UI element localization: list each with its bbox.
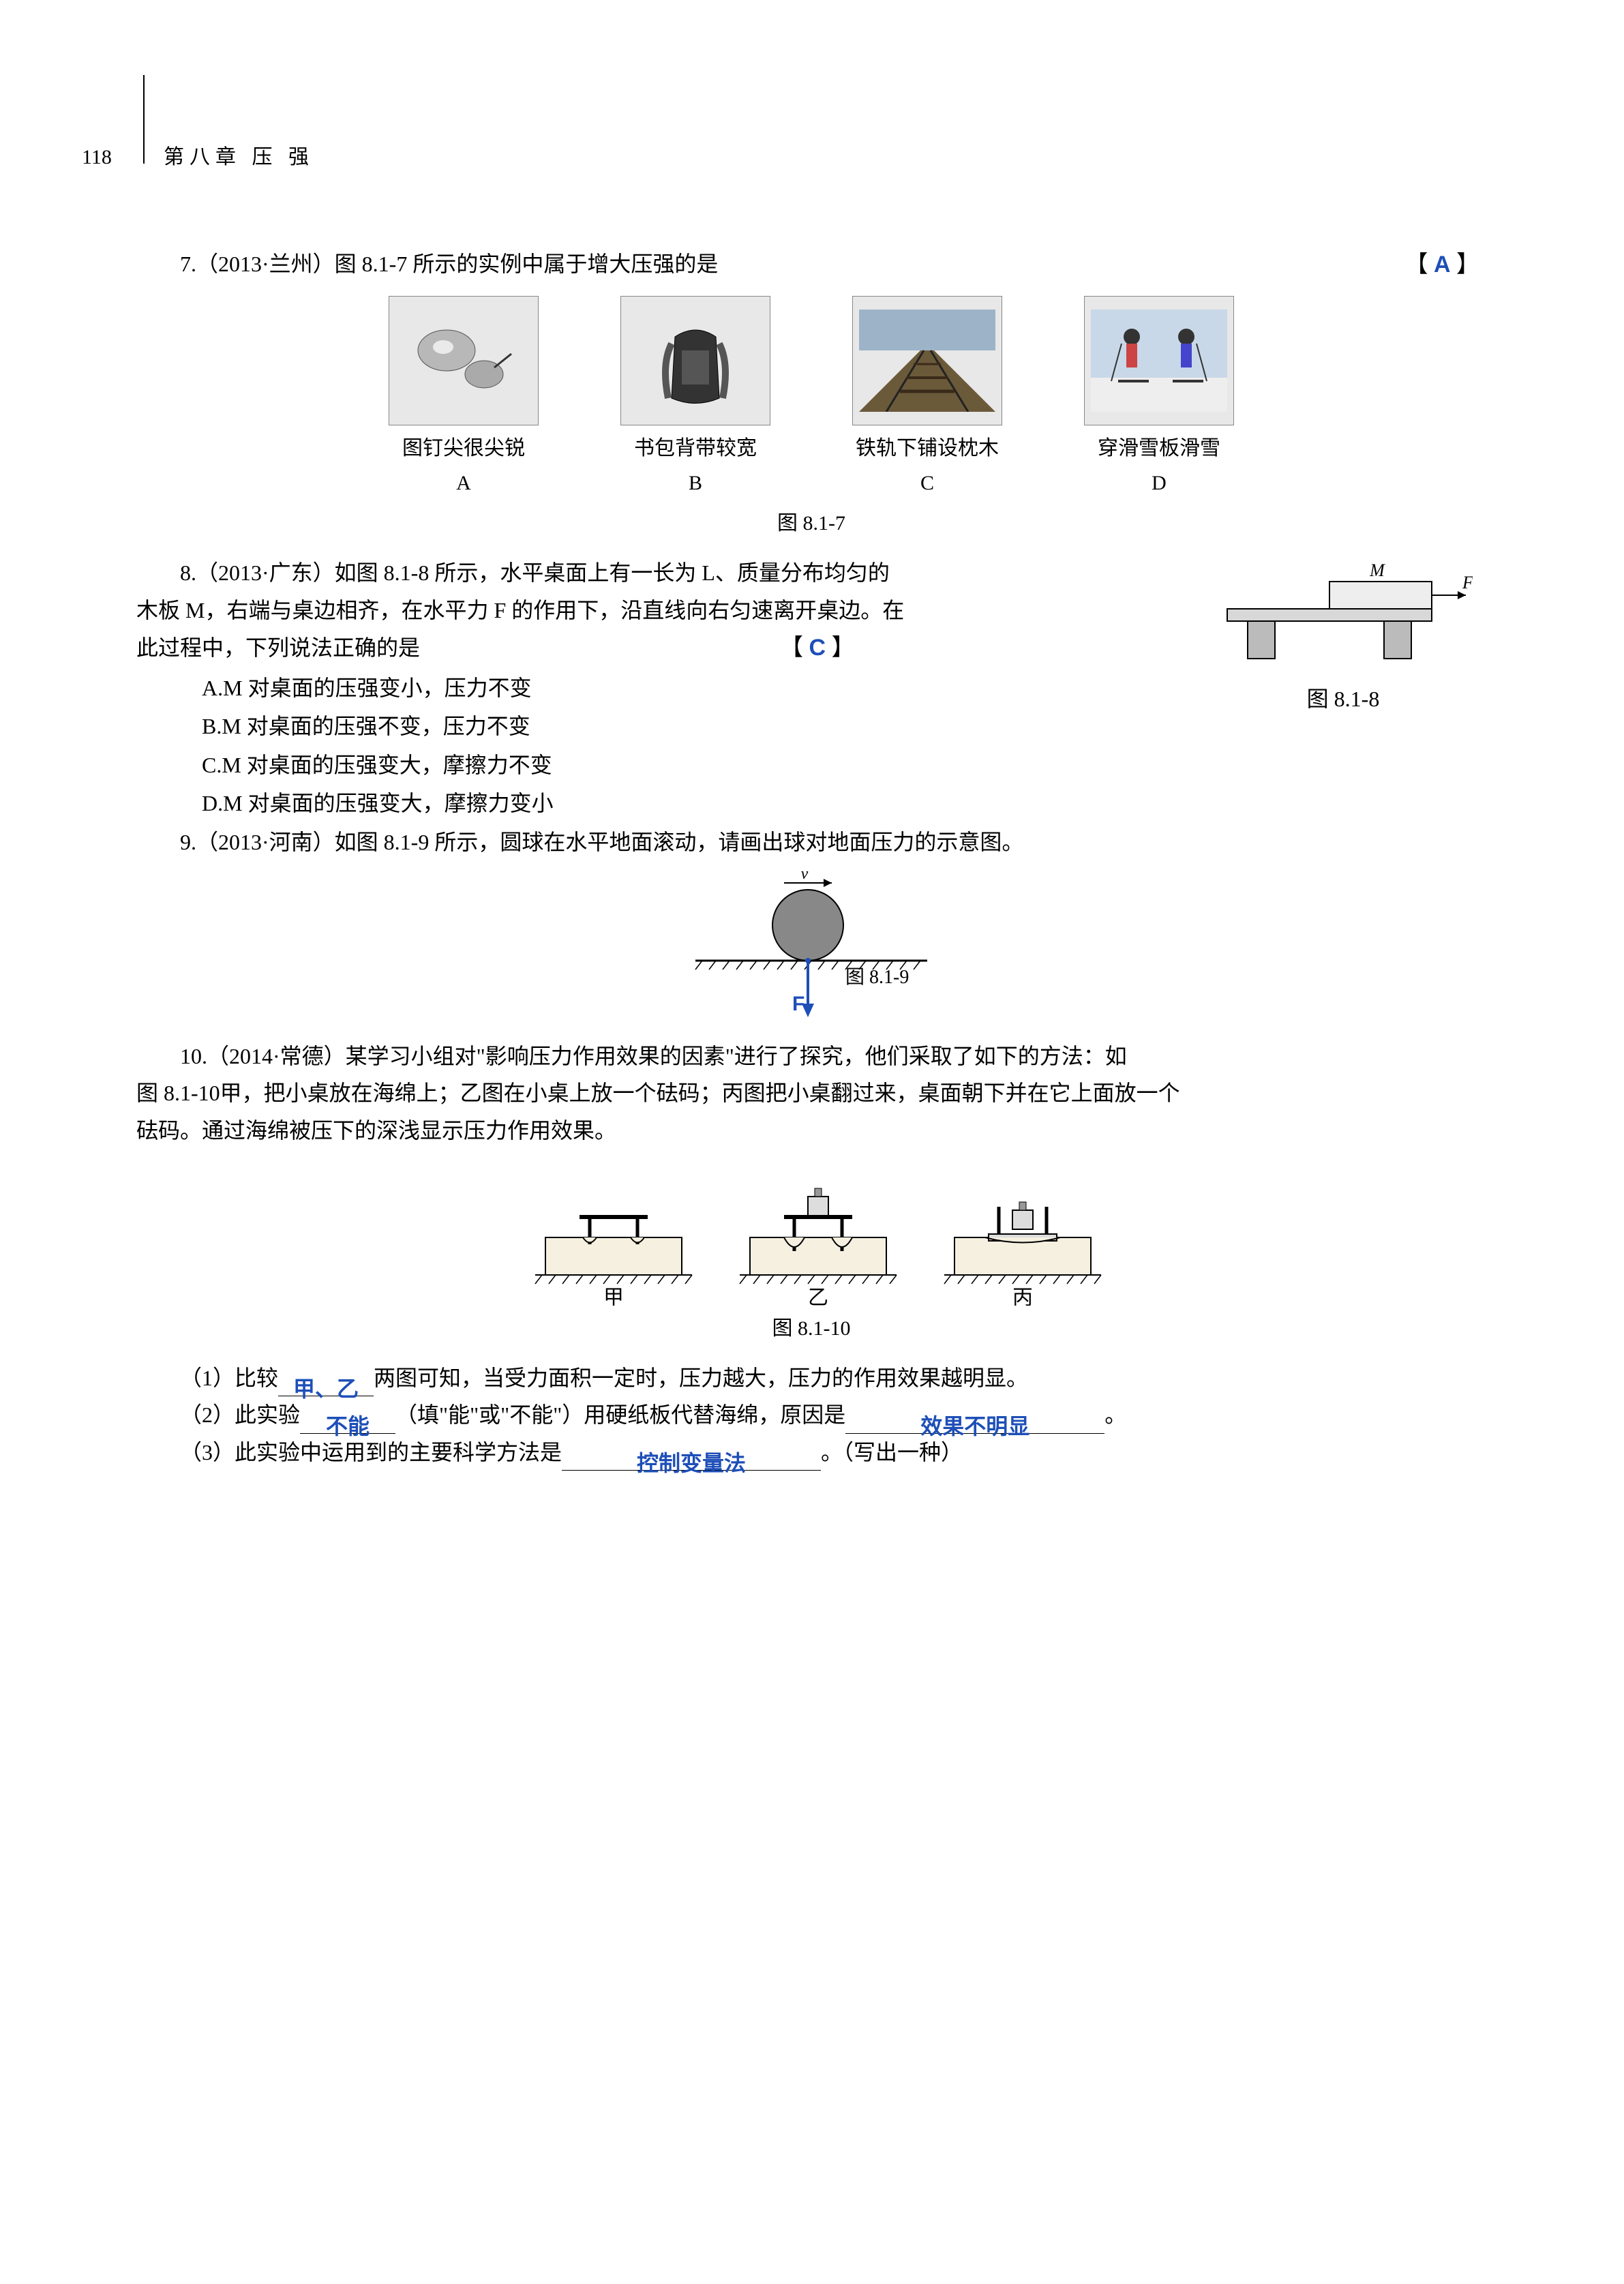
q9-stem: 9.（2013·河南）如图 8.1-9 所示，圆球在水平地面滚动，请画出球对地面…	[136, 824, 1486, 860]
q7-fig-d: 穿滑雪板滑雪 D	[1084, 296, 1234, 500]
q8-stem-l3: 此过程中，下列说法正确的是	[136, 635, 420, 660]
q10-sub3: （3）此实验中运用到的主要科学方法是控制变量法。（写出一种）	[180, 1434, 1486, 1471]
q7-fig-a-img	[389, 296, 539, 425]
q10-sub2: （2）此实验不能（填"能"或"不能"）用硬纸板代替海绵，原因是效果不明显。	[180, 1396, 1486, 1433]
q8-opt-c: C.M 对桌面的压强变大，摩擦力不变	[202, 747, 1200, 783]
railway-icon	[859, 310, 995, 412]
chapter-title: 第八章 压 强	[164, 140, 314, 175]
q7-fig-c-letter: C	[920, 466, 934, 500]
q7-fig-label: 图 8.1-7	[136, 506, 1486, 541]
q8-options: A.M 对桌面的压强变小，压力不变 B.M 对桌面的压强不变，压力不变 C.M …	[202, 670, 1200, 822]
q8-opt-d: D.M 对桌面的压强变大，摩擦力变小	[202, 785, 1200, 822]
q7-fig-a-caption: 图钉尖很尖锐	[402, 431, 525, 466]
q10-stem-l1: 10.（2014·常德）某学习小组对"影响压力作用效果的因素"进行了探究，他们采…	[136, 1038, 1486, 1075]
label-f: F	[1462, 573, 1473, 592]
q10-sub1: （1）比较甲、乙两图可知，当受力面积一定时，压力越大，压力的作用效果越明显。	[180, 1359, 1486, 1396]
q8-answer-bracket: 【 C 】	[780, 629, 855, 668]
q7-fig-c-caption: 铁轨下铺设枕木	[856, 431, 999, 466]
q7-answer: A	[1434, 252, 1451, 277]
q7-fig-a-letter: A	[456, 466, 471, 500]
q7-fig-c-img	[852, 296, 1002, 425]
svg-text:乙: 乙	[808, 1287, 828, 1306]
q10-sub2-post: 。	[1104, 1402, 1126, 1427]
sponge-table-diagram: 甲 乙	[505, 1169, 1118, 1306]
q8-figure: M F 图 8.1-8	[1200, 554, 1486, 823]
thumbtack-icon	[409, 316, 518, 405]
q10-stem-l2: 图 8.1-10甲，把小桌放在海绵上；乙图在小桌上放一个砝码；丙图把小桌翻过来，…	[136, 1075, 1486, 1111]
ski-icon	[1091, 310, 1227, 412]
q8-stem-l2: 木板 M，右端与桌边相齐，在水平力 F 的作用下，沿直线向右匀速离开桌边。在	[136, 592, 1200, 629]
svg-text:丙: 丙	[1012, 1287, 1033, 1306]
q10-sub1-pre: （1）比较	[180, 1366, 278, 1390]
q10-sub1-post: 两图可知，当受力面积一定时，压力越大，压力的作用效果越明显。	[374, 1366, 1028, 1390]
table-board-diagram: M F	[1214, 561, 1473, 670]
q8-stem-l1: 8.（2013·广东）如图 8.1-8 所示，水平桌面上有一长为 L、质量分布均…	[136, 554, 1200, 591]
q7-stem-line: 7.（2013·兰州）图 8.1-7 所示的实例中属于增大压强的是 【 A 】	[136, 245, 1486, 282]
q8-fig-label: 图 8.1-8	[1200, 680, 1486, 717]
q8-stem-l3-wrap: 此过程中，下列说法正确的是 【 C 】	[136, 629, 1200, 668]
q10-sub3-ans: 控制变量法	[637, 1451, 746, 1475]
q8-answer: C	[809, 635, 826, 661]
q8-opt-b: B.M 对桌面的压强不变，压力不变	[202, 708, 1200, 745]
q7-figure-row: 图钉尖很尖锐 A 书包背带较宽 B	[136, 296, 1486, 500]
q10-figure: 甲 乙	[136, 1169, 1486, 1346]
ball-ground-diagram: v F 图 8.1-9	[641, 871, 982, 1027]
q8-text: 8.（2013·广东）如图 8.1-8 所示，水平桌面上有一长为 L、质量分布均…	[136, 554, 1200, 823]
q7-fig-b-letter: B	[689, 466, 702, 500]
q7-stem: 7.（2013·兰州）图 8.1-7 所示的实例中属于增大压强的是	[180, 252, 718, 276]
q9-answer-f-label: F	[792, 993, 805, 1015]
q8-opt-a: A.M 对桌面的压强变小，压力不变	[202, 670, 1200, 706]
label-m: M	[1369, 561, 1385, 580]
content-area: 7.（2013·兰州）图 8.1-7 所示的实例中属于增大压强的是 【 A 】 …	[136, 245, 1486, 1471]
q7-fig-c: 铁轨下铺设枕木 C	[852, 296, 1002, 500]
q9-fig-label-inline: 图 8.1-9	[845, 967, 909, 988]
q7-answer-bracket: 【 A 】	[1361, 245, 1479, 285]
q9-figure: v F 图 8.1-9	[136, 871, 1486, 1027]
q7-fig-d-caption: 穿滑雪板滑雪	[1098, 431, 1220, 466]
q10-stem-l3: 砝码。通过海绵被压下的深浅显示压力作用效果。	[136, 1112, 1486, 1149]
q7-fig-b-caption: 书包背带较宽	[634, 431, 757, 466]
backpack-icon	[641, 310, 750, 412]
page-number: 118	[82, 140, 112, 175]
q7-fig-b-img	[620, 296, 770, 425]
q10-sub3-pre: （3）此实验中运用到的主要科学方法是	[180, 1440, 562, 1464]
q10-sub2-pre: （2）此实验	[180, 1402, 300, 1427]
q8-wrap: 8.（2013·广东）如图 8.1-8 所示，水平桌面上有一长为 L、质量分布均…	[136, 554, 1486, 823]
q7-fig-a: 图钉尖很尖锐 A	[389, 296, 539, 500]
q7-fig-d-img	[1084, 296, 1234, 425]
svg-text:v: v	[801, 871, 809, 883]
q7-fig-b: 书包背带较宽 B	[620, 296, 770, 500]
svg-text:甲: 甲	[603, 1287, 624, 1306]
q7-fig-d-letter: D	[1152, 466, 1167, 500]
q10-sub3-post: 。（写出一种）	[821, 1440, 963, 1464]
q10-fig-label: 图 8.1-10	[136, 1311, 1486, 1346]
header-divider	[143, 75, 145, 164]
q10-sub2-mid: （填"能"或"不能"）用硬纸板代替海绵，原因是	[395, 1402, 845, 1427]
